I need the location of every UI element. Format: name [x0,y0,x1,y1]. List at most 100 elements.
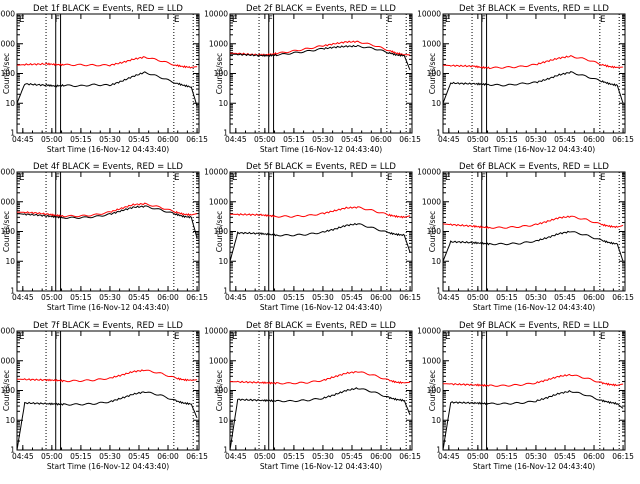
x-tick-label: 06:00 [370,135,392,144]
x-tick-label: 05:30 [312,452,334,461]
y-tick-label: 10 [218,416,228,425]
x-tick-label: 05:45 [128,293,150,302]
panel-title: Det 8f BLACK = Events, RED = LLD [246,321,396,331]
x-tick-label: 04:45 [12,293,34,302]
y-tick-label: 1 [10,129,15,138]
detector-panel-8: Det 8f BLACK = Events, RED = LLD Counts/s… [204,321,421,471]
series-line-black [16,391,198,451]
segment-marker-e: E [445,15,451,25]
y-tick-label: 10000 [204,327,228,336]
x-tick-label: 05:30 [525,452,547,461]
panel-title: Det 5f BLACK = Events, RED = LLD [246,162,396,172]
x-tick-label: 05:00 [467,135,489,144]
x-tick-label: 04:45 [225,452,247,461]
x-tick-label: 06:00 [157,452,179,461]
y-tick-label: 10000 [0,327,15,336]
plot-frame [16,330,200,451]
x-axis-label: Start Time (16-Nov-12 04:43:40) [473,462,595,471]
y-tick-label: 1000 [209,356,228,365]
x-axis-label: Start Time (16-Nov-12 04:43:40) [260,462,382,471]
segment-marker-e: E [387,15,393,25]
segment-marker-f: F [55,15,60,25]
y-tick-label: 10000 [417,168,441,177]
y-tick-label: 10000 [204,10,228,19]
segment-marker-e: E [387,173,393,183]
detector-panel-5: Det 5f BLACK = Events, RED = LLD Counts/s… [204,162,421,312]
segment-marker-e: E [445,173,451,183]
segment-marker-e: E [600,332,606,342]
series-line-black [16,205,198,239]
series-line-black [16,71,198,107]
x-tick-label: 05:30 [525,293,547,302]
detector-panel-4: Det 4f BLACK = Events, RED = LLD Counts/s… [0,162,208,312]
x-axis-label: Start Time (16-Nov-12 04:43:40) [473,145,595,154]
segment-marker-e: E [232,15,238,25]
x-axis-label: Start Time (16-Nov-12 04:43:40) [47,462,169,471]
x-tick-label: 06:15 [399,452,421,461]
y-tick-label: 10 [5,416,15,425]
x-tick-label: 05:15 [496,293,518,302]
x-tick-label: 05:00 [41,135,63,144]
x-tick-label: 06:15 [186,293,208,302]
series-line-red [16,56,198,69]
x-tick-label: 06:00 [583,293,605,302]
detector-panel-1: Det 1f BLACK = Events, RED = LLD Counts/s… [0,4,208,154]
x-tick-label: 06:00 [157,135,179,144]
y-tick-label: 10 [431,99,441,108]
detector-panel-3: Det 3f BLACK = Events, RED = LLD Counts/s… [417,4,634,154]
x-tick-label: 05:30 [525,135,547,144]
y-tick-label: 10 [218,99,228,108]
panel-title: Det 4f BLACK = Events, RED = LLD [33,162,183,172]
x-tick-label: 05:00 [41,293,63,302]
plot-frame [16,171,200,292]
detector-panel-6: Det 6f BLACK = Events, RED = LLD Counts/s… [417,162,634,312]
plot-frame [442,171,626,292]
y-tick-label: 100 [427,227,442,236]
x-tick-label: 06:00 [370,293,392,302]
plot-frame [16,13,200,134]
series-line-red [229,371,411,385]
panel-title: Det 7f BLACK = Events, RED = LLD [33,321,183,331]
y-axis-label: Counts/sec [215,53,224,94]
series-line-black [442,230,624,262]
y-axis-label: Counts/sec [428,53,437,94]
x-tick-label: 05:15 [70,452,92,461]
y-tick-label: 100 [427,69,442,78]
y-tick-label: 10 [5,257,15,266]
segment-marker-f: F [268,15,273,25]
y-tick-label: 10 [5,99,15,108]
x-tick-label: 05:45 [128,135,150,144]
y-tick-label: 1000 [0,197,15,206]
segment-marker-e: E [232,332,238,342]
x-tick-label: 05:15 [70,135,92,144]
series-line-black [442,390,624,451]
y-tick-label: 100 [1,386,16,395]
x-tick-label: 04:45 [12,135,34,144]
segment-marker-e: E [174,332,180,342]
series-line-black [442,71,624,104]
series-line-red [442,55,624,70]
y-tick-label: 1 [10,446,15,455]
y-axis-label: Counts/sec [215,211,224,252]
x-tick-label: 05:00 [41,452,63,461]
plot-frame [229,13,413,134]
x-tick-label: 06:15 [399,135,421,144]
series-line-black [229,387,411,451]
y-tick-label: 1 [223,446,228,455]
x-tick-label: 06:15 [612,452,634,461]
segment-marker-f: F [481,15,486,25]
x-tick-label: 05:15 [283,293,305,302]
segment-marker-f: F [481,332,486,342]
y-tick-label: 10 [218,257,228,266]
x-axis-label: Start Time (16-Nov-12 04:43:40) [47,303,169,312]
x-tick-label: 05:30 [312,293,334,302]
y-tick-label: 10000 [417,327,441,336]
x-tick-label: 05:00 [254,135,276,144]
x-tick-label: 05:15 [283,452,305,461]
y-tick-label: 100 [214,386,229,395]
x-tick-label: 06:15 [612,135,634,144]
plot-frame [229,330,413,451]
y-tick-label: 1000 [209,39,228,48]
